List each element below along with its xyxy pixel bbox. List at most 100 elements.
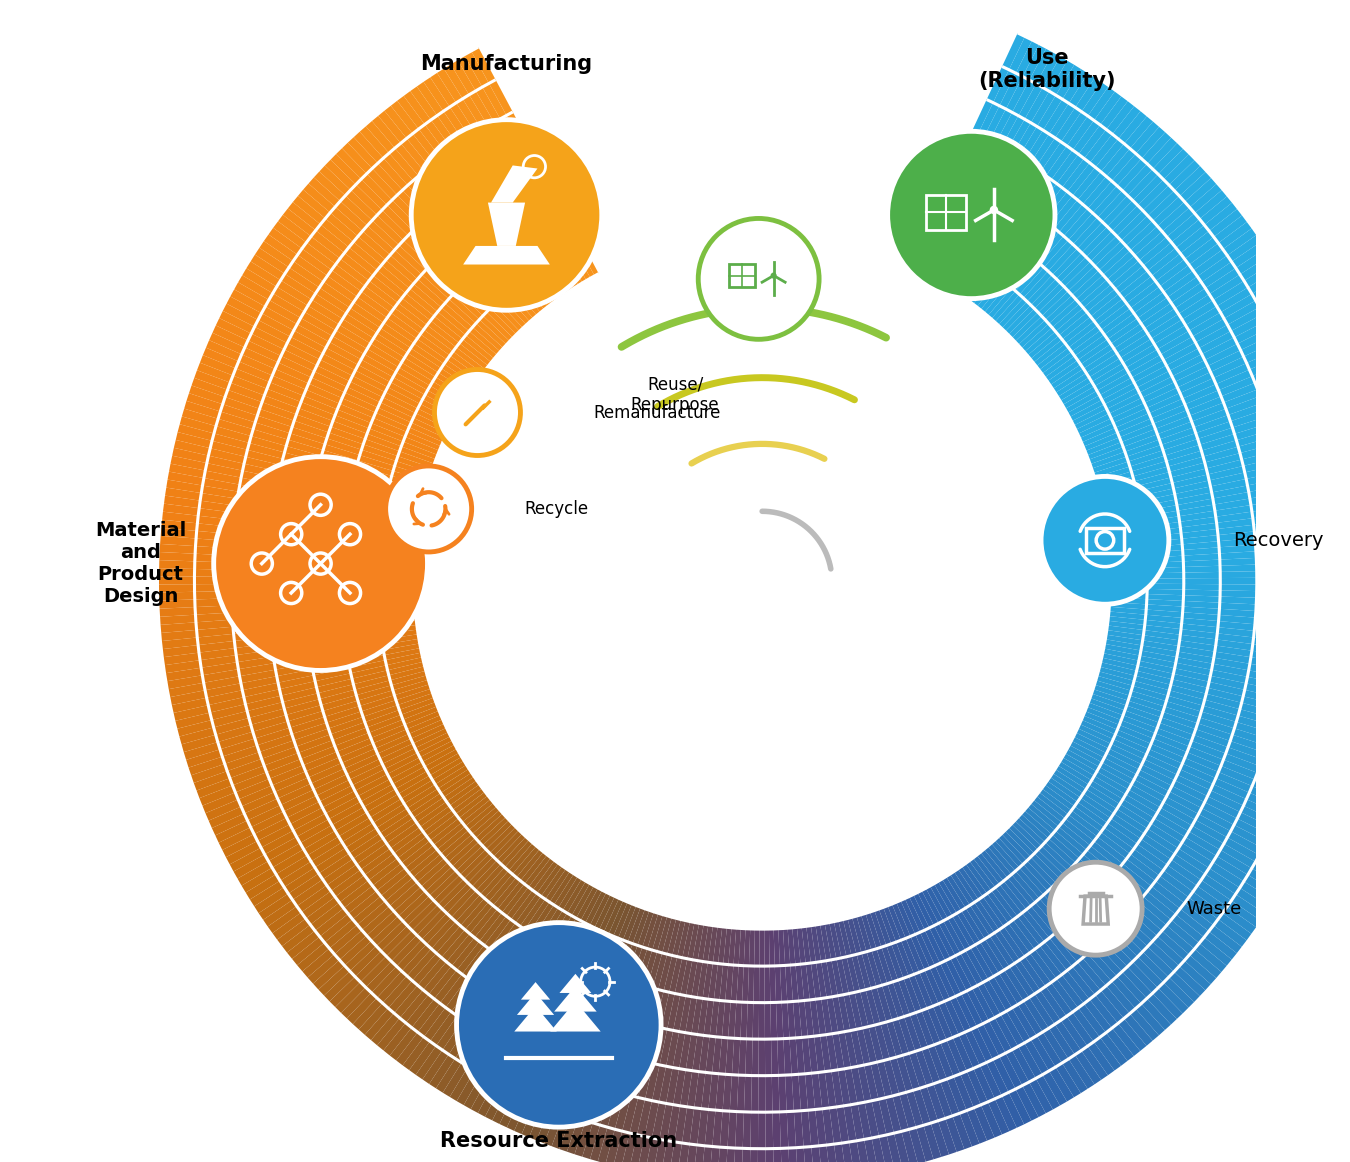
Polygon shape [1089,698,1331,791]
Polygon shape [645,923,699,1162]
Polygon shape [551,1002,601,1032]
Polygon shape [969,95,1129,303]
Polygon shape [352,131,529,324]
Polygon shape [709,928,736,1162]
Polygon shape [281,792,487,953]
Polygon shape [668,925,713,1162]
Polygon shape [371,115,540,315]
Polygon shape [852,917,926,1162]
Polygon shape [1103,457,1350,514]
Circle shape [1041,476,1169,604]
Polygon shape [1076,729,1310,844]
Polygon shape [1108,512,1350,546]
Circle shape [888,131,1054,299]
Polygon shape [977,853,1141,1056]
Polygon shape [834,921,895,1162]
Polygon shape [166,472,420,523]
Polygon shape [857,916,934,1162]
Polygon shape [1110,529,1350,555]
Polygon shape [930,884,1061,1111]
Polygon shape [958,867,1108,1081]
Polygon shape [464,51,594,278]
Polygon shape [174,432,424,500]
Polygon shape [390,100,551,307]
Polygon shape [984,847,1153,1047]
Polygon shape [159,602,414,625]
Polygon shape [1079,325,1314,438]
Polygon shape [1099,425,1347,495]
Polygon shape [242,267,464,404]
Polygon shape [324,159,513,340]
Polygon shape [946,875,1088,1095]
Polygon shape [312,813,506,990]
Polygon shape [1050,242,1266,389]
Polygon shape [212,325,447,438]
Polygon shape [963,86,1115,299]
Polygon shape [995,131,1172,325]
Polygon shape [1110,593,1350,610]
Polygon shape [1037,792,1242,954]
Polygon shape [377,849,543,1052]
Polygon shape [158,576,413,584]
Polygon shape [271,784,482,940]
Polygon shape [456,882,590,1106]
Polygon shape [806,926,846,1162]
Polygon shape [163,625,417,666]
Polygon shape [938,59,1075,282]
Polygon shape [421,869,570,1085]
Polygon shape [178,670,427,745]
Polygon shape [165,634,418,681]
Polygon shape [397,95,555,303]
Polygon shape [1108,616,1350,650]
Polygon shape [1008,824,1195,1009]
Polygon shape [1103,648,1350,706]
Circle shape [435,370,521,456]
Polygon shape [302,182,500,354]
Polygon shape [463,884,594,1110]
Polygon shape [196,702,437,798]
Polygon shape [273,221,482,376]
Polygon shape [443,876,582,1098]
Polygon shape [1106,480,1350,528]
Polygon shape [1094,394,1339,478]
Polygon shape [1079,724,1314,837]
Polygon shape [1025,184,1223,356]
Polygon shape [1030,195,1233,363]
Polygon shape [1081,716,1319,822]
Polygon shape [1025,806,1222,978]
Polygon shape [815,925,863,1162]
Polygon shape [308,177,504,351]
Text: Waste: Waste [1187,899,1242,918]
Polygon shape [536,904,636,1145]
Polygon shape [1072,304,1303,425]
Polygon shape [267,228,479,381]
Polygon shape [764,930,774,1162]
Polygon shape [1027,189,1227,359]
Polygon shape [323,820,512,1002]
Polygon shape [286,796,490,960]
Polygon shape [779,928,798,1162]
Polygon shape [1058,761,1278,901]
Polygon shape [182,680,429,760]
Polygon shape [1018,171,1212,349]
Polygon shape [1015,165,1207,345]
Polygon shape [999,834,1177,1025]
Text: Recycle: Recycle [524,500,589,518]
Polygon shape [1100,662,1350,730]
Polygon shape [158,560,413,574]
Polygon shape [1050,774,1266,921]
Polygon shape [166,639,420,689]
Polygon shape [1065,749,1292,880]
Text: Use
(Reliability): Use (Reliability) [979,48,1115,92]
Polygon shape [1094,684,1339,769]
Polygon shape [163,630,417,673]
Polygon shape [1110,545,1350,565]
Polygon shape [335,827,518,1013]
Polygon shape [1111,583,1350,594]
Polygon shape [190,378,433,468]
Polygon shape [221,737,452,858]
Polygon shape [938,880,1075,1103]
Polygon shape [1089,371,1331,464]
Polygon shape [926,48,1054,275]
Polygon shape [163,495,417,537]
